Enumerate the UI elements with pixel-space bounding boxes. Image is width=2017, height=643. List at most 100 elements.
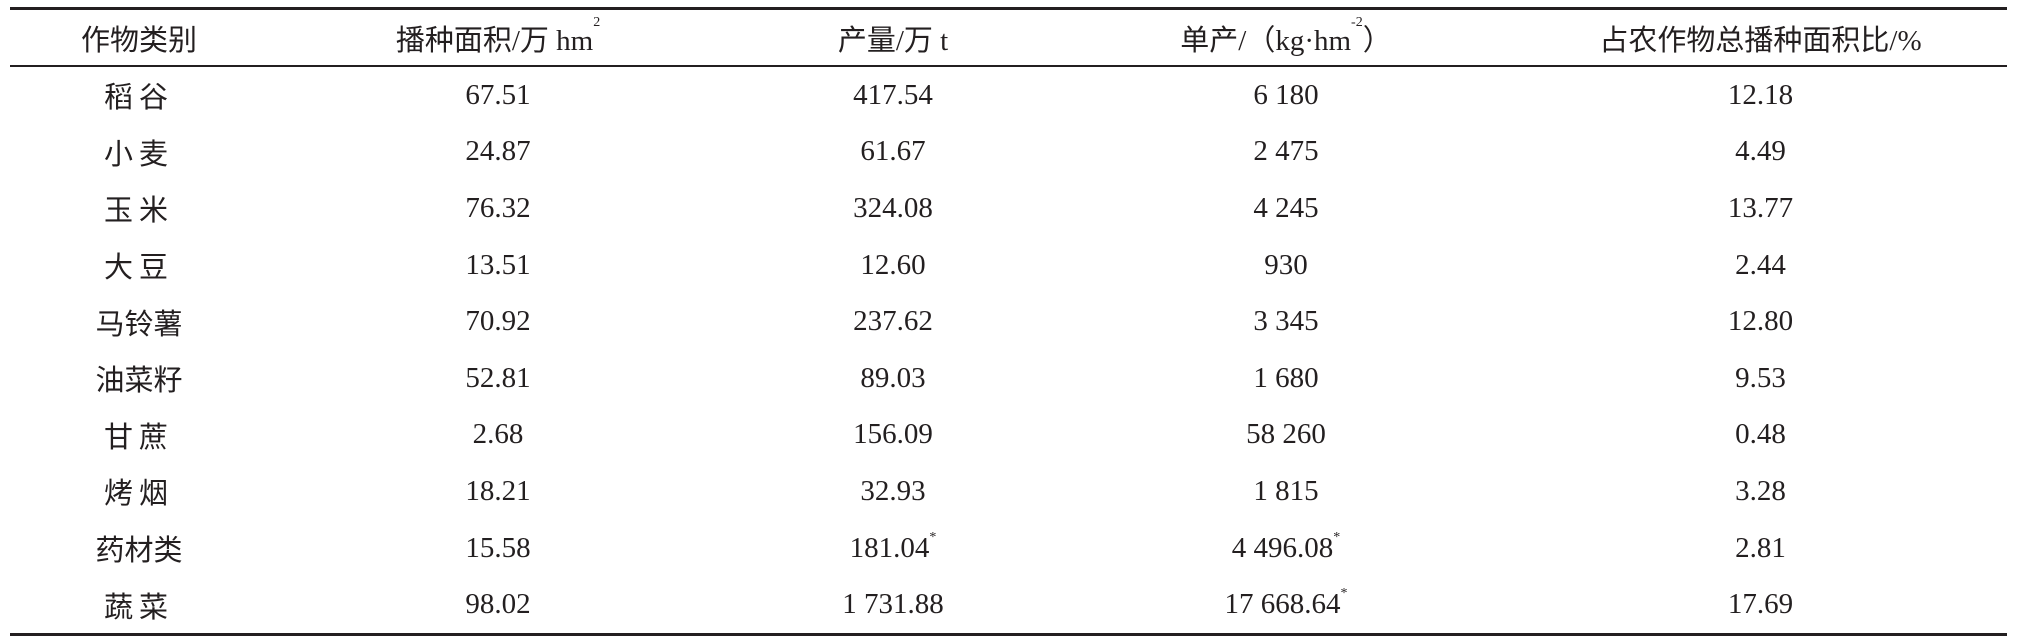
cell-area-share-value: 12.18 — [1727, 78, 1794, 111]
cell-output-value: 89.03 — [860, 361, 926, 394]
cell-unit-yield-value: 4 496.08 — [1231, 531, 1334, 564]
cell-output: 1 731.88 — [728, 576, 1058, 634]
cell-unit-yield: 2 475 — [1058, 124, 1514, 181]
header-label: 作物类别 — [80, 24, 197, 57]
cell-sown-area: 52.81 — [268, 350, 728, 407]
header-label: 产量/万 t — [837, 24, 949, 57]
cell-crop-name: 大豆 — [10, 237, 268, 294]
cell-sown-area: 18.21 — [268, 463, 728, 520]
cell-output: 181.04* — [728, 520, 1058, 577]
cell-area-share-value: 13.77 — [1727, 191, 1794, 224]
cell-sown-area: 2.68 — [268, 407, 728, 464]
table-body: 稻谷 67.51 417.54 6 180 12.18 小麦 24.87 61.67 2 475… — [10, 66, 2007, 635]
crop-statistics-table: 作物类别 播种面积/万 hm2 产量/万 t 单产/（kg·hm-2） 占农作物… — [10, 7, 2007, 636]
cell-crop-name-value: 大豆 — [103, 252, 174, 285]
cell-sown-area: 76.32 — [268, 180, 728, 237]
cell-output-value: 32.93 — [860, 474, 926, 507]
cell-area-share-value: 0.48 — [1735, 418, 1786, 451]
cell-unit-yield: 930 — [1058, 237, 1514, 294]
cell-sown-area-value: 52.81 — [465, 361, 531, 394]
table-row: 烤烟 18.21 32.93 1 815 3.28 — [10, 463, 2007, 520]
cell-unit-yield: 6 180 — [1058, 66, 1514, 124]
cell-unit-yield-value: 17 668.64 — [1224, 588, 1341, 621]
cell-crop-name-value: 药材类 — [95, 535, 183, 568]
table-row: 大豆 13.51 12.60 930 2.44 — [10, 237, 2007, 294]
cell-unit-yield: 17 668.64* — [1058, 576, 1514, 634]
table-row: 马铃薯 70.92 237.62 3 345 12.80 — [10, 293, 2007, 350]
cell-unit-yield-value: 2 475 — [1253, 135, 1319, 168]
cell-unit-yield-value: 930 — [1264, 248, 1308, 281]
cell-area-share-value: 9.53 — [1735, 361, 1786, 394]
cell-area-share-value: 12.80 — [1727, 305, 1794, 338]
header-label: 播种面积/万 hm — [395, 24, 594, 57]
cell-crop-name-value: 蔬菜 — [103, 591, 174, 624]
cell-sown-area-value: 2.68 — [472, 418, 524, 451]
cell-area-share: 17.69 — [1514, 576, 2007, 634]
cell-area-share: 9.53 — [1514, 350, 2007, 407]
cell-area-share-value: 17.69 — [1727, 588, 1794, 621]
table-header: 作物类别 播种面积/万 hm2 产量/万 t 单产/（kg·hm-2） 占农作物… — [10, 8, 2007, 67]
cell-crop-name-value: 玉米 — [103, 195, 174, 228]
cell-crop-name: 蔬菜 — [10, 576, 268, 634]
cell-output: 417.54 — [728, 66, 1058, 124]
crop-statistics-table-container: 作物类别 播种面积/万 hm2 产量/万 t 单产/（kg·hm-2） 占农作物… — [10, 7, 2007, 636]
cell-output-value: 181.04 — [849, 531, 930, 564]
table-row: 油菜籽 52.81 89.03 1 680 9.53 — [10, 350, 2007, 407]
cell-area-share: 12.80 — [1514, 293, 2007, 350]
cell-output: 324.08 — [728, 180, 1058, 237]
cell-crop-name: 马铃薯 — [10, 293, 268, 350]
cell-crop-name: 油菜籽 — [10, 350, 268, 407]
cell-unit-yield: 4 245 — [1058, 180, 1514, 237]
cell-area-share: 12.18 — [1514, 66, 2007, 124]
header-sown-area: 播种面积/万 hm2 — [268, 9, 728, 67]
table-row: 稻谷 67.51 417.54 6 180 12.18 — [10, 66, 2007, 124]
cell-sown-area: 70.92 — [268, 293, 728, 350]
cell-unit-yield: 3 345 — [1058, 293, 1514, 350]
cell-output: 61.67 — [728, 124, 1058, 181]
cell-output: 12.60 — [728, 237, 1058, 294]
cell-output-value: 237.62 — [853, 305, 933, 338]
cell-crop-name: 玉米 — [10, 180, 268, 237]
header-row: 作物类别 播种面积/万 hm2 产量/万 t 单产/（kg·hm-2） 占农作物… — [10, 8, 2007, 67]
cell-output: 32.93 — [728, 463, 1058, 520]
cell-area-share: 13.77 — [1514, 180, 2007, 237]
cell-sown-area-value: 24.87 — [465, 135, 531, 168]
cell-unit-yield-value: 3 345 — [1253, 305, 1319, 338]
cell-area-share-value: 2.81 — [1735, 531, 1786, 564]
header-superscript: -2 — [1351, 14, 1363, 30]
cell-crop-name-value: 马铃薯 — [95, 308, 183, 341]
cell-area-share: 4.49 — [1514, 124, 2007, 181]
cell-sown-area-value: 76.32 — [465, 191, 531, 224]
cell-sown-area-value: 13.51 — [465, 248, 531, 281]
cell-area-share: 2.81 — [1514, 520, 2007, 577]
cell-area-share-value: 2.44 — [1735, 248, 1786, 281]
header-label: 单产/（kg·hm — [1180, 24, 1352, 57]
cell-crop-name: 烤烟 — [10, 463, 268, 520]
header-area-share: 占农作物总播种面积比/% — [1514, 9, 2007, 67]
cell-unit-yield-value: 58 260 — [1246, 418, 1326, 451]
cell-crop-name-value: 油菜籽 — [95, 365, 183, 398]
cell-crop-name-value: 小麦 — [103, 138, 174, 171]
table-row: 甘蔗 2.68 156.09 58 260 0.48 — [10, 407, 2007, 464]
cell-output: 237.62 — [728, 293, 1058, 350]
header-label: 占农作物总播种面积比/% — [1599, 24, 1922, 57]
cell-area-share-value: 4.49 — [1735, 135, 1786, 168]
cell-area-share: 2.44 — [1514, 237, 2007, 294]
cell-output-value: 12.60 — [860, 248, 926, 281]
table-row: 药材类 15.58 181.04* 4 496.08* 2.81 — [10, 520, 2007, 577]
cell-crop-name-value: 甘蔗 — [103, 421, 174, 454]
table-row: 蔬菜 98.02 1 731.88 17 668.64* 17.69 — [10, 576, 2007, 635]
header-output: 产量/万 t — [728, 9, 1058, 67]
cell-sown-area-value: 98.02 — [465, 588, 531, 621]
cell-area-share: 0.48 — [1514, 407, 2007, 464]
cell-unit-yield-value: 4 245 — [1253, 191, 1319, 224]
cell-unit-yield: 1 680 — [1058, 350, 1514, 407]
cell-output-value: 417.54 — [853, 78, 933, 111]
cell-crop-name-value: 烤烟 — [103, 478, 174, 511]
cell-unit-yield-value: 6 180 — [1253, 78, 1319, 111]
cell-output-value: 61.67 — [860, 135, 926, 168]
cell-unit-yield-value: 1 815 — [1253, 474, 1319, 507]
cell-sown-area: 13.51 — [268, 237, 728, 294]
cell-unit-yield: 4 496.08* — [1058, 520, 1514, 577]
cell-unit-yield-value: 1 680 — [1253, 361, 1319, 394]
